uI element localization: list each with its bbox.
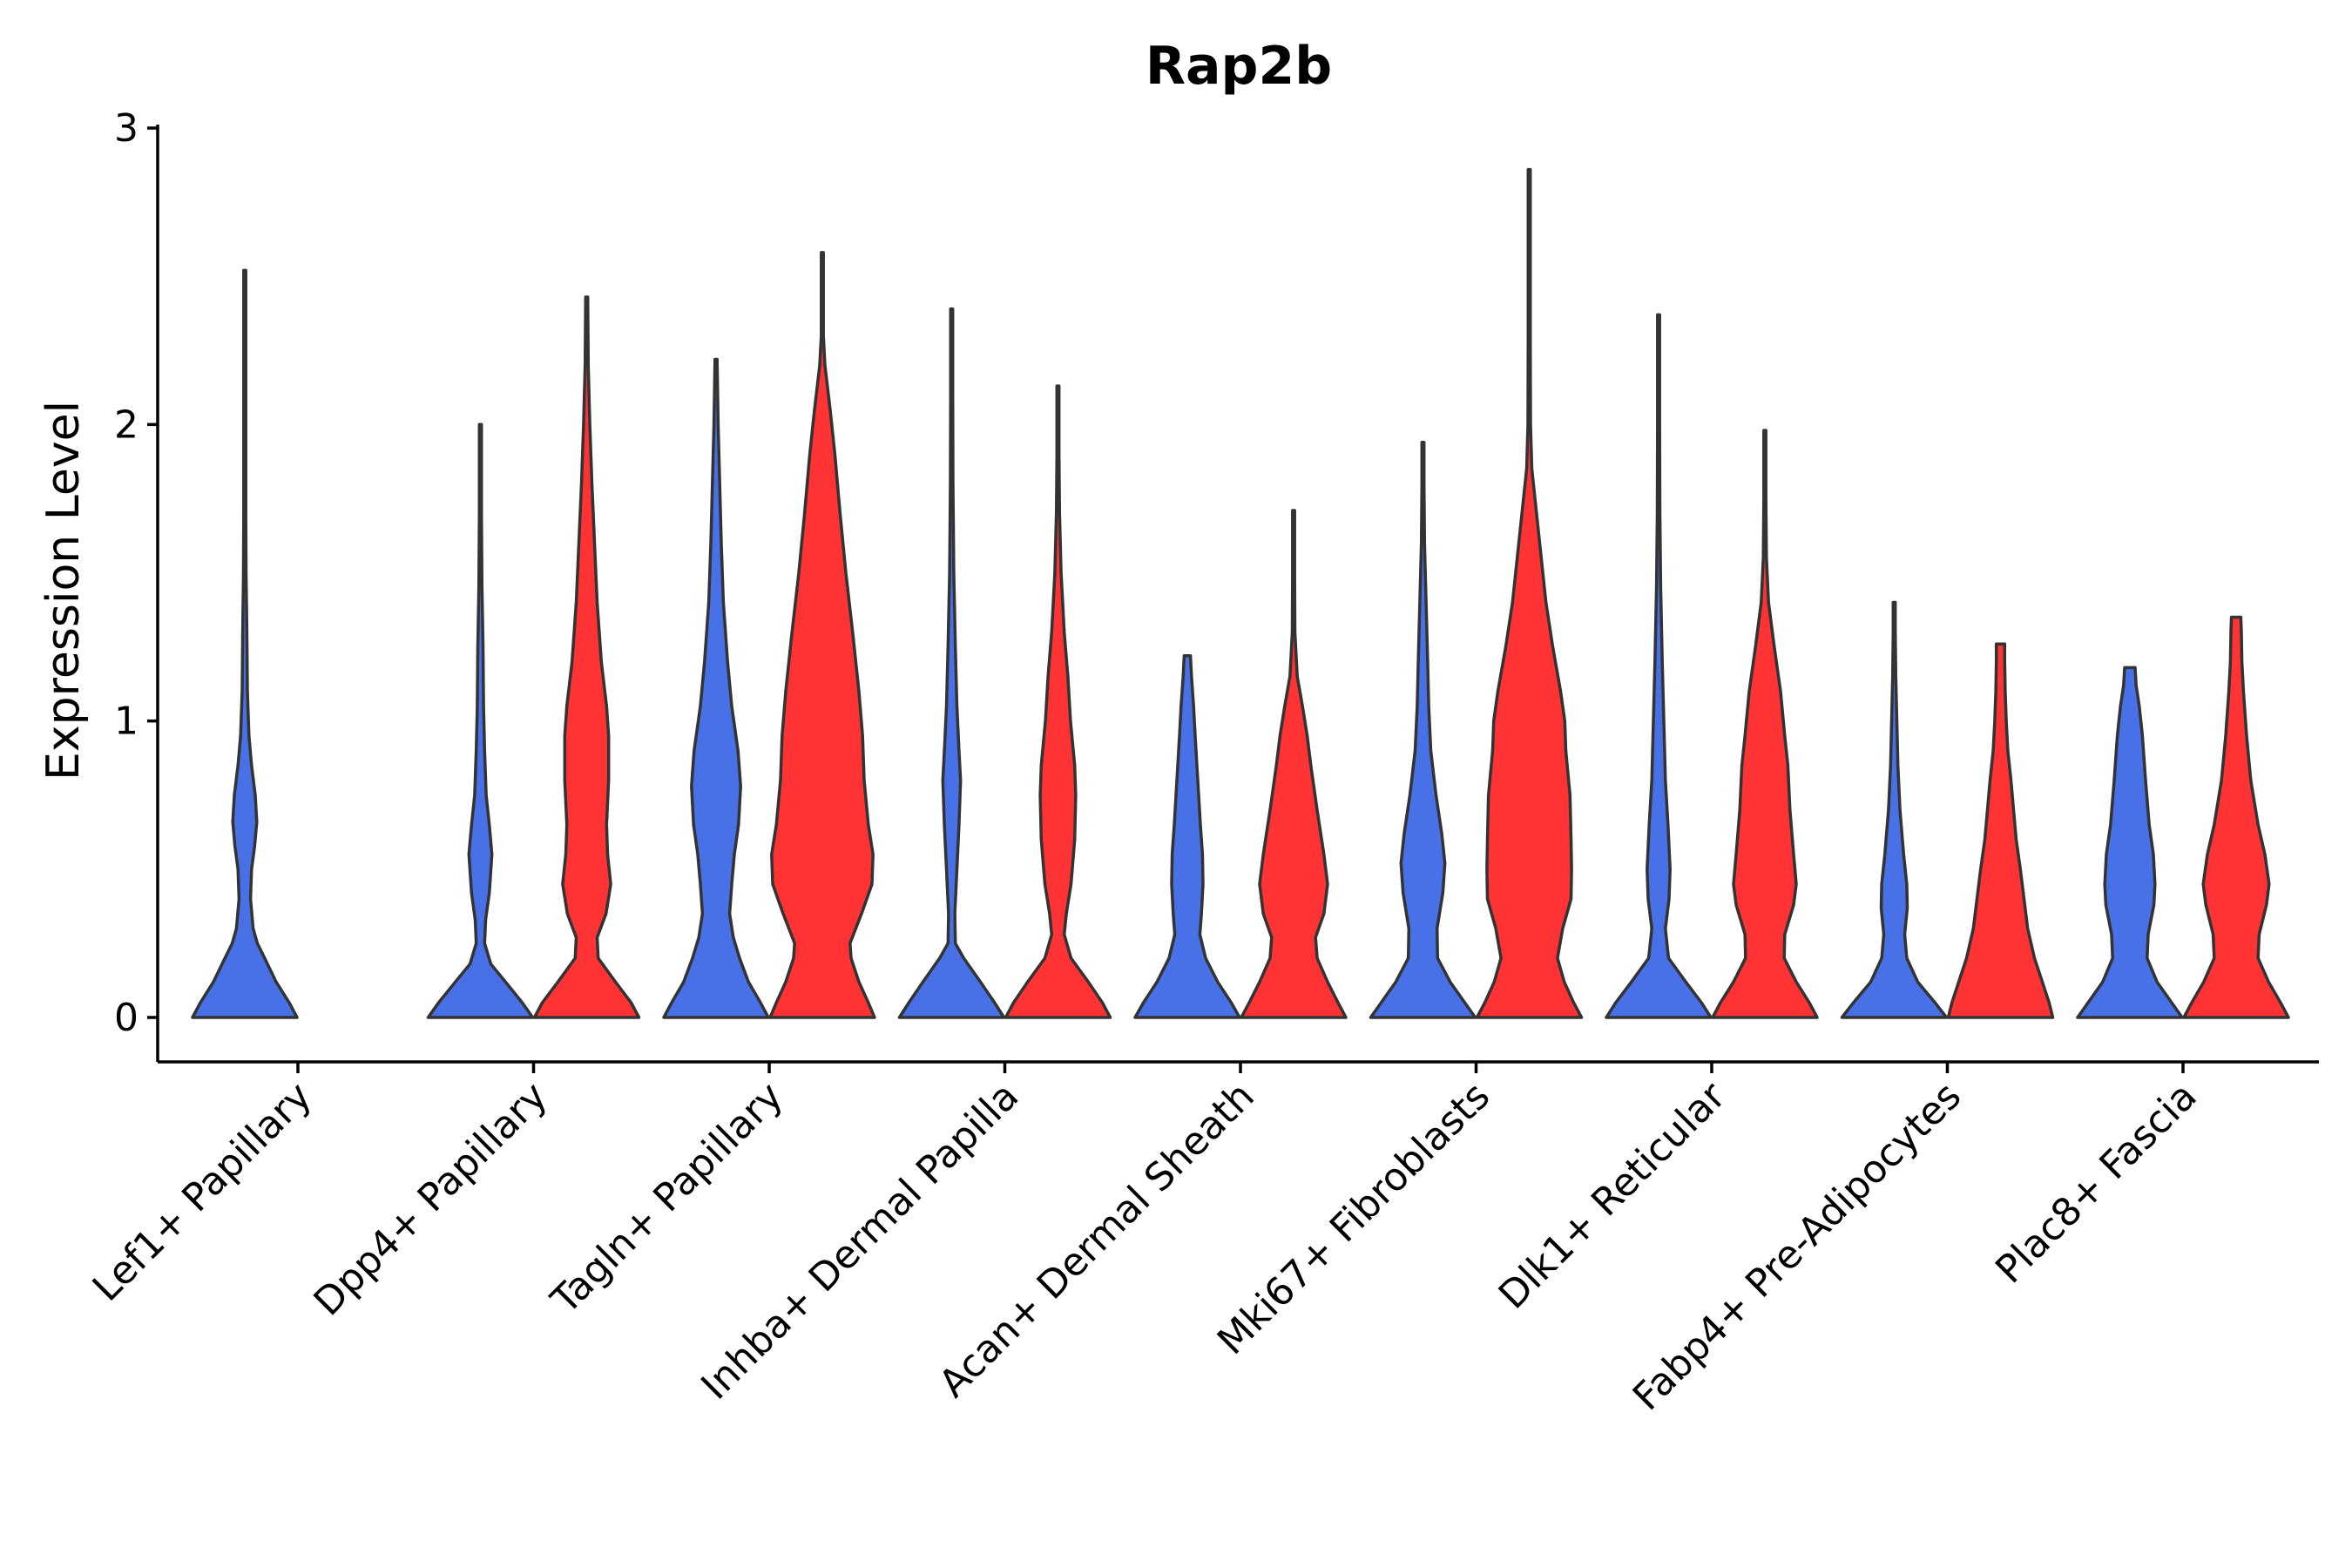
violin-red: [1004, 384, 1112, 1019]
chart-title: Rap2b: [1146, 36, 1332, 97]
violin-red: [2182, 615, 2290, 1019]
violin-blue: [191, 268, 299, 1019]
x-tick-label: Plac8+ Fascia: [1987, 1074, 2206, 1293]
violin-blue: [1840, 600, 1949, 1019]
violin-red: [1240, 509, 1348, 1019]
violin-blue: [1133, 654, 1241, 1019]
y-tick-label: 0: [114, 996, 139, 1040]
violin-blue: [662, 357, 770, 1019]
violin-red: [1475, 167, 1584, 1019]
x-tick-label: Mki67+ Fibroblasts: [1209, 1074, 1498, 1363]
y-ticks: 0 1 2 3: [114, 106, 158, 1040]
violin-blue: [897, 307, 1006, 1019]
x-tick-label: Lef1+ Papillary: [84, 1074, 321, 1310]
x-tick-label: Tagln+ Papillary: [543, 1074, 792, 1323]
violin-blue: [1605, 313, 1713, 1019]
violin-red: [1711, 429, 1819, 1019]
violin-red: [1946, 642, 2055, 1019]
y-axis-label: Expression Level: [37, 401, 90, 781]
axes-layer: [156, 125, 2319, 1064]
violin-blue: [2076, 666, 2184, 1019]
violin-blue: [426, 422, 535, 1019]
x-tick-label: Dpp4+ Papillary: [306, 1074, 557, 1325]
y-tick-label: 3: [114, 106, 139, 151]
violins-layer: [191, 167, 2290, 1019]
violin-blue: [1369, 441, 1477, 1019]
violin-red: [768, 251, 876, 1019]
x-tick-label: Dlk1+ Reticular: [1490, 1073, 1735, 1318]
y-tick-label: 1: [114, 700, 139, 744]
violin-red: [532, 295, 641, 1019]
y-tick-label: 2: [114, 402, 139, 447]
